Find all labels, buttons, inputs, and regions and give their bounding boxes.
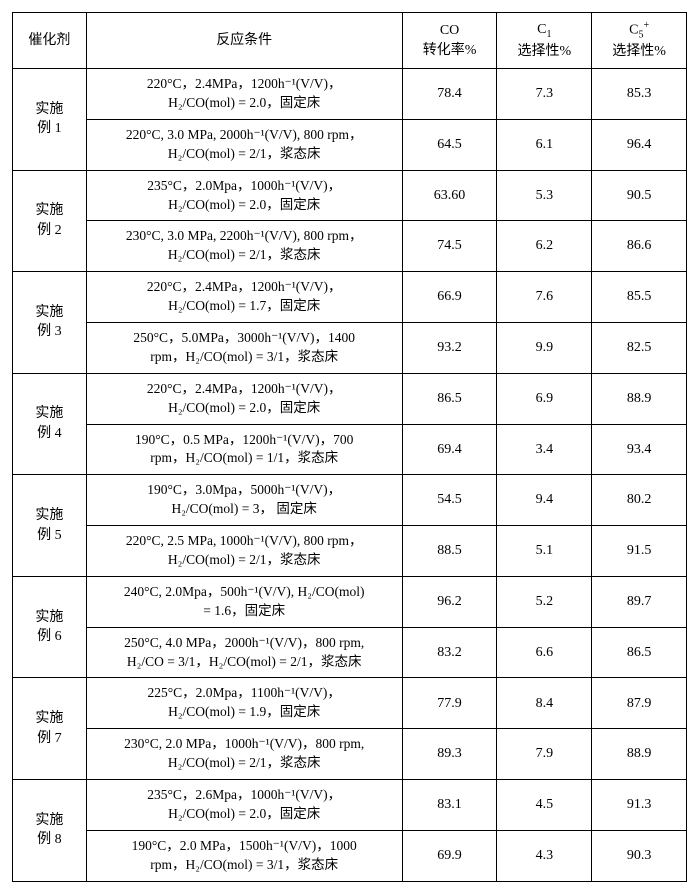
c5-cell: 88.9 xyxy=(592,729,687,780)
table-row: 实施例 4220°C，2.4MPa，1200h⁻¹(V/V)，H₂/CO(mol… xyxy=(13,373,687,424)
co-cell: 78.4 xyxy=(402,69,497,120)
c5-cell: 86.5 xyxy=(592,627,687,678)
c1-cell: 9.4 xyxy=(497,475,592,526)
c1-cell: 3.4 xyxy=(497,424,592,475)
catalyst-cell: 实施例 4 xyxy=(13,373,87,475)
conditions-cell: 220°C, 2.5 MPa, 1000h⁻¹(V/V), 800 rpm，H₂… xyxy=(86,526,402,577)
conditions-cell: 240°C, 2.0Mpa，500h⁻¹(V/V), H₂/CO(mol)= 1… xyxy=(86,576,402,627)
catalyst-cell: 实施例 3 xyxy=(13,272,87,374)
c1-cell: 4.5 xyxy=(497,779,592,830)
conditions-cell: 220°C, 3.0 MPa, 2000h⁻¹(V/V), 800 rpm，H₂… xyxy=(86,119,402,170)
conditions-cell: 235°C，2.0Mpa，1000h⁻¹(V/V)，H₂/CO(mol) = 2… xyxy=(86,170,402,221)
co-cell: 74.5 xyxy=(402,221,497,272)
conditions-cell: 250°C，5.0MPa，3000h⁻¹(V/V)，1400rpm，H₂/CO(… xyxy=(86,322,402,373)
co-cell: 66.9 xyxy=(402,272,497,323)
co-cell: 69.9 xyxy=(402,830,497,881)
header-co-conversion: CO转化率% xyxy=(402,13,497,69)
table-row: 250°C，5.0MPa，3000h⁻¹(V/V)，1400rpm，H₂/CO(… xyxy=(13,322,687,373)
catalyst-cell: 实施例 1 xyxy=(13,69,87,171)
conditions-cell: 190°C，3.0Mpa，5000h⁻¹(V/V)，H₂/CO(mol) = 3… xyxy=(86,475,402,526)
c1-cell: 5.2 xyxy=(497,576,592,627)
c1-cell: 6.9 xyxy=(497,373,592,424)
header-c1-selectivity: C1选择性% xyxy=(497,13,592,69)
table-row: 220°C, 3.0 MPa, 2000h⁻¹(V/V), 800 rpm，H₂… xyxy=(13,119,687,170)
c1-cell: 9.9 xyxy=(497,322,592,373)
c5-cell: 93.4 xyxy=(592,424,687,475)
c5-cell: 88.9 xyxy=(592,373,687,424)
co-cell: 83.2 xyxy=(402,627,497,678)
c5-cell: 90.5 xyxy=(592,170,687,221)
c1-cell: 6.2 xyxy=(497,221,592,272)
catalyst-cell: 实施例 5 xyxy=(13,475,87,577)
conditions-cell: 190°C，0.5 MPa，1200h⁻¹(V/V)，700rpm，H₂/CO(… xyxy=(86,424,402,475)
conditions-cell: 220°C，2.4MPa，1200h⁻¹(V/V)，H₂/CO(mol) = 1… xyxy=(86,272,402,323)
table-row: 实施例 7225°C，2.0Mpa，1100h⁻¹(V/V)，H₂/CO(mol… xyxy=(13,678,687,729)
table-row: 实施例 3220°C，2.4MPa，1200h⁻¹(V/V)，H₂/CO(mol… xyxy=(13,272,687,323)
table-row: 190°C，2.0 MPa，1500h⁻¹(V/V)，1000rpm，H₂/CO… xyxy=(13,830,687,881)
catalyst-cell: 实施例 8 xyxy=(13,779,87,881)
table-row: 实施例 6240°C, 2.0Mpa，500h⁻¹(V/V), H₂/CO(mo… xyxy=(13,576,687,627)
c5-cell: 87.9 xyxy=(592,678,687,729)
conditions-cell: 250°C, 4.0 MPa，2000h⁻¹(V/V)，800 rpm,H₂/C… xyxy=(86,627,402,678)
conditions-cell: 220°C，2.4MPa，1200h⁻¹(V/V)，H₂/CO(mol) = 2… xyxy=(86,373,402,424)
header-row: 催化剂 反应条件 CO转化率% C1选择性% C5+选择性% xyxy=(13,13,687,69)
co-cell: 88.5 xyxy=(402,526,497,577)
table-row: 220°C, 2.5 MPa, 1000h⁻¹(V/V), 800 rpm，H₂… xyxy=(13,526,687,577)
c1-cell: 5.1 xyxy=(497,526,592,577)
header-catalyst: 催化剂 xyxy=(13,13,87,69)
c1-cell: 7.9 xyxy=(497,729,592,780)
conditions-cell: 230°C, 2.0 MPa，1000h⁻¹(V/V)，800 rpm,H₂/C… xyxy=(86,729,402,780)
co-cell: 63.60 xyxy=(402,170,497,221)
c1-cell: 5.3 xyxy=(497,170,592,221)
co-cell: 83.1 xyxy=(402,779,497,830)
catalyst-cell: 实施例 6 xyxy=(13,576,87,678)
c1-cell: 6.6 xyxy=(497,627,592,678)
table-row: 230°C, 3.0 MPa, 2200h⁻¹(V/V), 800 rpm，H₂… xyxy=(13,221,687,272)
conditions-cell: 230°C, 3.0 MPa, 2200h⁻¹(V/V), 800 rpm，H₂… xyxy=(86,221,402,272)
conditions-cell: 235°C，2.6Mpa，1000h⁻¹(V/V)，H₂/CO(mol) = 2… xyxy=(86,779,402,830)
co-cell: 86.5 xyxy=(402,373,497,424)
c5-cell: 90.3 xyxy=(592,830,687,881)
c5-cell: 80.2 xyxy=(592,475,687,526)
c1-cell: 7.3 xyxy=(497,69,592,120)
c5-cell: 91.3 xyxy=(592,779,687,830)
c5-cell: 89.7 xyxy=(592,576,687,627)
c5-cell: 85.3 xyxy=(592,69,687,120)
table-row: 250°C, 4.0 MPa，2000h⁻¹(V/V)，800 rpm,H₂/C… xyxy=(13,627,687,678)
conditions-cell: 225°C，2.0Mpa，1100h⁻¹(V/V)，H₂/CO(mol) = 1… xyxy=(86,678,402,729)
co-cell: 96.2 xyxy=(402,576,497,627)
table-row: 190°C，0.5 MPa，1200h⁻¹(V/V)，700rpm，H₂/CO(… xyxy=(13,424,687,475)
c5-cell: 91.5 xyxy=(592,526,687,577)
conditions-cell: 190°C，2.0 MPa，1500h⁻¹(V/V)，1000rpm，H₂/CO… xyxy=(86,830,402,881)
conditions-cell: 220°C，2.4MPa，1200h⁻¹(V/V)，H₂/CO(mol) = 2… xyxy=(86,69,402,120)
c1-cell: 6.1 xyxy=(497,119,592,170)
co-cell: 64.5 xyxy=(402,119,497,170)
header-conditions: 反应条件 xyxy=(86,13,402,69)
co-cell: 54.5 xyxy=(402,475,497,526)
co-cell: 69.4 xyxy=(402,424,497,475)
header-c5-selectivity: C5+选择性% xyxy=(592,13,687,69)
c1-cell: 4.3 xyxy=(497,830,592,881)
catalyst-cell: 实施例 2 xyxy=(13,170,87,272)
co-cell: 77.9 xyxy=(402,678,497,729)
co-cell: 89.3 xyxy=(402,729,497,780)
c5-cell: 96.4 xyxy=(592,119,687,170)
c1-cell: 7.6 xyxy=(497,272,592,323)
table-row: 实施例 8235°C，2.6Mpa，1000h⁻¹(V/V)，H₂/CO(mol… xyxy=(13,779,687,830)
c5-cell: 82.5 xyxy=(592,322,687,373)
results-table: 催化剂 反应条件 CO转化率% C1选择性% C5+选择性% 实施例 1220°… xyxy=(12,12,687,882)
c1-cell: 8.4 xyxy=(497,678,592,729)
table-row: 实施例 1220°C，2.4MPa，1200h⁻¹(V/V)，H₂/CO(mol… xyxy=(13,69,687,120)
c5-cell: 86.6 xyxy=(592,221,687,272)
table-row: 实施例 2235°C，2.0Mpa，1000h⁻¹(V/V)，H₂/CO(mol… xyxy=(13,170,687,221)
catalyst-cell: 实施例 7 xyxy=(13,678,87,780)
c5-cell: 85.5 xyxy=(592,272,687,323)
table-row: 实施例 5190°C，3.0Mpa，5000h⁻¹(V/V)，H₂/CO(mol… xyxy=(13,475,687,526)
co-cell: 93.2 xyxy=(402,322,497,373)
table-row: 230°C, 2.0 MPa，1000h⁻¹(V/V)，800 rpm,H₂/C… xyxy=(13,729,687,780)
